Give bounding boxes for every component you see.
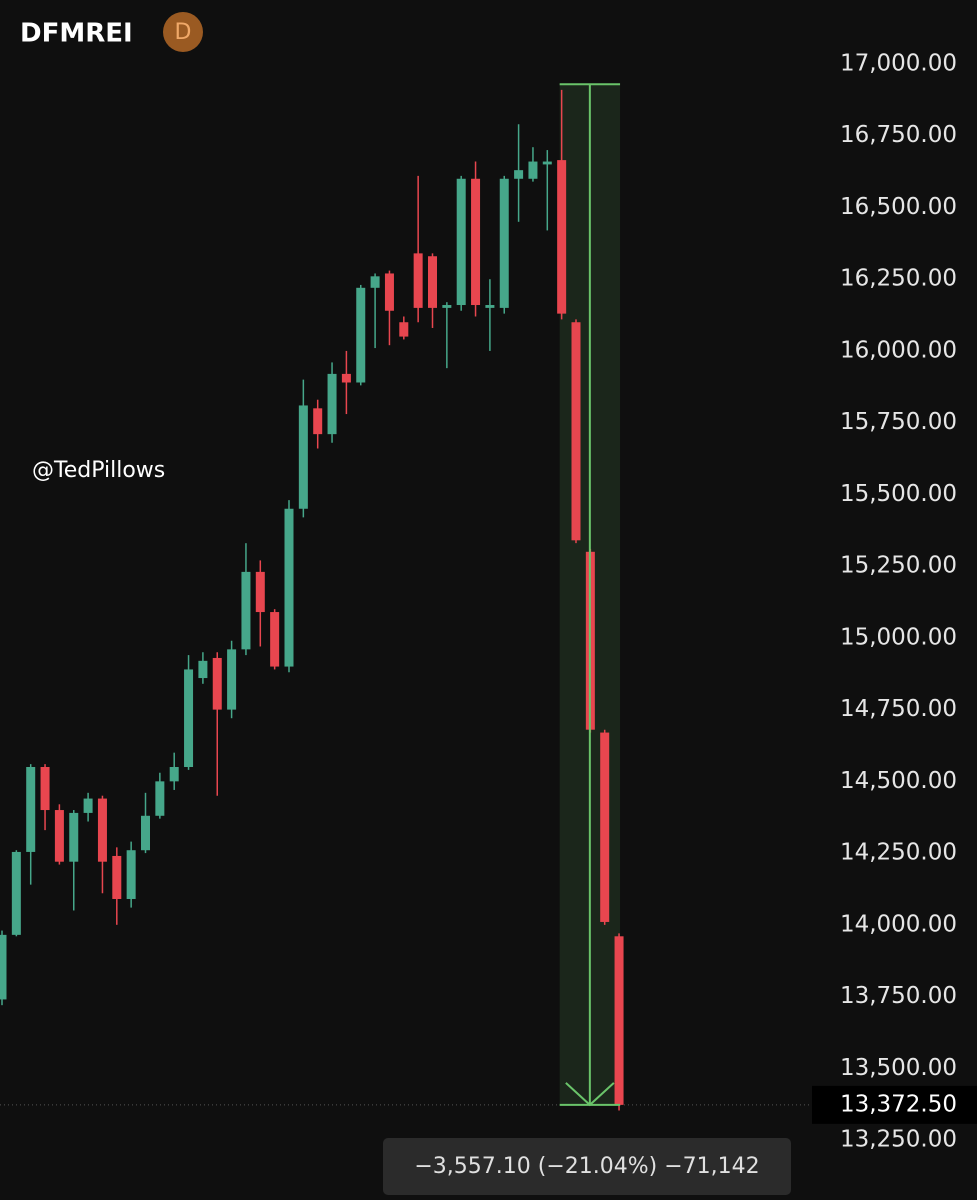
candle-body [169, 767, 179, 782]
candle-body [126, 850, 136, 899]
y-tick-label: 15,250.00 [840, 553, 957, 579]
candle-body [241, 571, 251, 650]
candle-body [614, 936, 624, 1105]
candle-body [141, 815, 150, 851]
candle-body [313, 408, 323, 435]
y-tick-label: 16,000.00 [840, 337, 957, 363]
measure-label-box [383, 1138, 791, 1195]
candle-body [542, 161, 552, 165]
candle-body [227, 649, 237, 710]
y-tick-label: 14,750.00 [840, 696, 957, 722]
candle-body [356, 287, 366, 383]
last-price-box [812, 1085, 977, 1124]
candle-body [298, 405, 308, 509]
candle-body [341, 373, 351, 383]
candle-body [471, 178, 481, 306]
candle-body [428, 256, 437, 308]
y-tick-label: 15,500.00 [840, 481, 957, 507]
candle-body [26, 767, 36, 852]
candle-body [97, 798, 107, 862]
candle-body [499, 178, 509, 308]
candle-body [399, 322, 409, 337]
y-tick-label: 17,000.00 [840, 50, 957, 76]
y-tick-label: 14,000.00 [840, 911, 957, 937]
y-tick-label: 14,500.00 [840, 768, 957, 794]
candle-body [413, 253, 423, 308]
candle-body [112, 855, 122, 899]
y-tick-label: 16,250.00 [840, 266, 957, 292]
candle-body [456, 178, 466, 306]
candle-body [184, 669, 194, 768]
y-tick-label: 16,750.00 [840, 122, 957, 148]
watermark: @TedPillows [32, 458, 165, 483]
candle-body [442, 305, 452, 308]
y-tick-label: 15,750.00 [840, 409, 957, 435]
candle-body [514, 170, 524, 179]
candle-body [571, 322, 581, 541]
candle-body [0, 934, 7, 1000]
candle-body [485, 305, 495, 308]
y-tick-label: 13,500.00 [840, 1055, 957, 1081]
badge-circle [163, 12, 203, 52]
measure-label: −3,557.10 (−21.04%) −71,142 [414, 1154, 759, 1179]
candle-body [255, 571, 265, 613]
candle-body [155, 781, 165, 816]
y-tick-label: 13,750.00 [840, 983, 957, 1009]
y-tick-label: 16,500.00 [840, 194, 957, 220]
candle-body [384, 273, 394, 311]
last-price-label: 13,372.50 [840, 1091, 957, 1117]
candle-body [40, 767, 50, 811]
candle-body [270, 612, 280, 667]
measure-arrow-head [565, 1082, 615, 1107]
candle-body [212, 657, 222, 710]
candle-body [198, 660, 208, 679]
candle-body [557, 160, 567, 314]
badge: D [175, 20, 192, 45]
candle-body [284, 508, 294, 667]
y-tick-label: 15,000.00 [840, 624, 957, 650]
candle-body [528, 161, 538, 179]
candle-body [327, 373, 337, 435]
chart-title: DFMREI [20, 19, 133, 49]
y-tick-label: 14,250.00 [840, 840, 957, 866]
candle-body [11, 851, 21, 935]
candle-body [370, 276, 380, 288]
y-tick-label: 13,250.00 [840, 1127, 957, 1153]
candle-body [600, 732, 610, 922]
candle-body [69, 812, 79, 862]
candle-body [83, 798, 93, 813]
candle-body [54, 810, 64, 862]
